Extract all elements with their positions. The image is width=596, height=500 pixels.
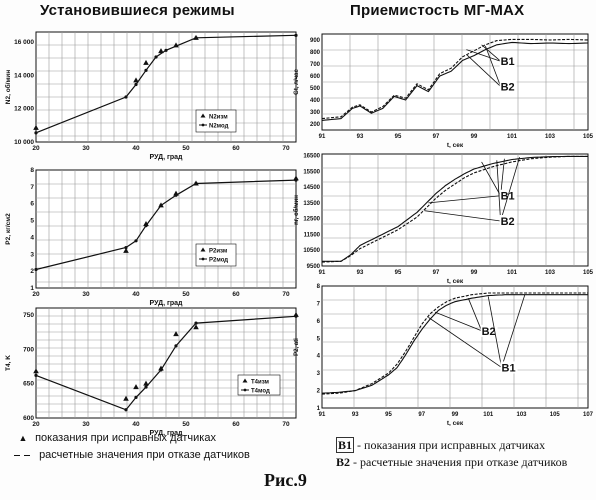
footnote-right-2-sep: - — [353, 455, 357, 469]
x-axis-label: t, сек — [447, 420, 464, 427]
footnote-left-2: расчетные значения при отказе датчиков — [14, 449, 250, 461]
footnote-right-2: B2 - расчетные значения при отказе датчи… — [336, 455, 567, 470]
footnote-right-1-sep: - — [357, 438, 361, 452]
footnote-left-2-text: расчетные значения при отказе датчиков — [39, 449, 250, 461]
x-tick-label: 105 — [550, 412, 561, 418]
y-tick-label: 6 — [317, 319, 321, 325]
figure-label: Рис.9 — [264, 470, 307, 491]
footnote-left-1-text: показания при исправных датчиках — [35, 432, 216, 444]
y-tick-label: 3 — [317, 371, 321, 377]
annotation-label: B1 — [502, 362, 516, 374]
triangle-marker-icon: ▲ — [14, 433, 32, 443]
y-tick-label: 5 — [317, 336, 321, 342]
y-tick-label: 7 — [317, 301, 321, 307]
plot-area — [322, 286, 588, 408]
y-tick-label: 2 — [317, 389, 321, 395]
footnote-left-1: ▲ показания при исправных датчиках — [14, 432, 216, 444]
footnote-right-1-text: показания при исправных датчиках — [364, 438, 545, 452]
x-tick-label: 99 — [452, 412, 459, 418]
y-axis-label: P2, ati — [294, 338, 300, 356]
footnote-right-2-text: расчетные значения при отказе датчиков — [360, 455, 567, 469]
dashed-line-icon — [14, 449, 36, 461]
y-tick-label: 4 — [317, 354, 321, 360]
footnote-right-1-code: B1 — [336, 437, 354, 453]
x-tick-label: 95 — [385, 412, 392, 418]
x-tick-label: 103 — [516, 412, 527, 418]
footnote-right-1: B1 - показания при исправных датчиках — [336, 438, 545, 453]
x-tick-label: 97 — [418, 412, 425, 418]
annotation-label: B2 — [482, 326, 496, 338]
x-tick-label: 93 — [352, 412, 359, 418]
y-tick-label: 8 — [317, 284, 321, 290]
x-tick-label: 101 — [483, 412, 494, 418]
x-tick-label: 107 — [583, 412, 594, 418]
footnote-right-2-code: B2 — [336, 455, 350, 469]
x-tick-label: 91 — [319, 412, 326, 418]
